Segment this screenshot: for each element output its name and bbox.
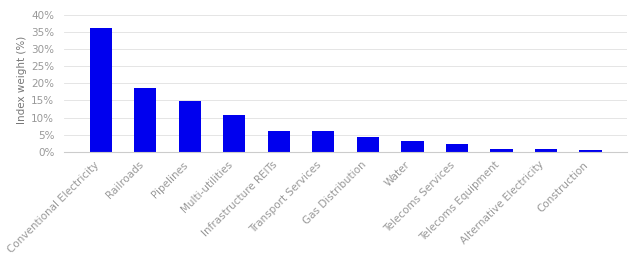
Bar bbox=[446, 144, 468, 152]
Bar bbox=[579, 150, 602, 152]
Bar bbox=[312, 131, 335, 152]
Bar bbox=[90, 29, 112, 152]
Bar bbox=[179, 101, 201, 152]
Bar bbox=[268, 131, 290, 152]
Bar bbox=[535, 149, 557, 152]
Bar bbox=[223, 115, 245, 152]
Y-axis label: Index weight (%): Index weight (%) bbox=[17, 36, 27, 124]
Bar bbox=[134, 89, 156, 152]
Bar bbox=[356, 137, 379, 152]
Bar bbox=[490, 149, 513, 152]
Bar bbox=[401, 141, 424, 152]
